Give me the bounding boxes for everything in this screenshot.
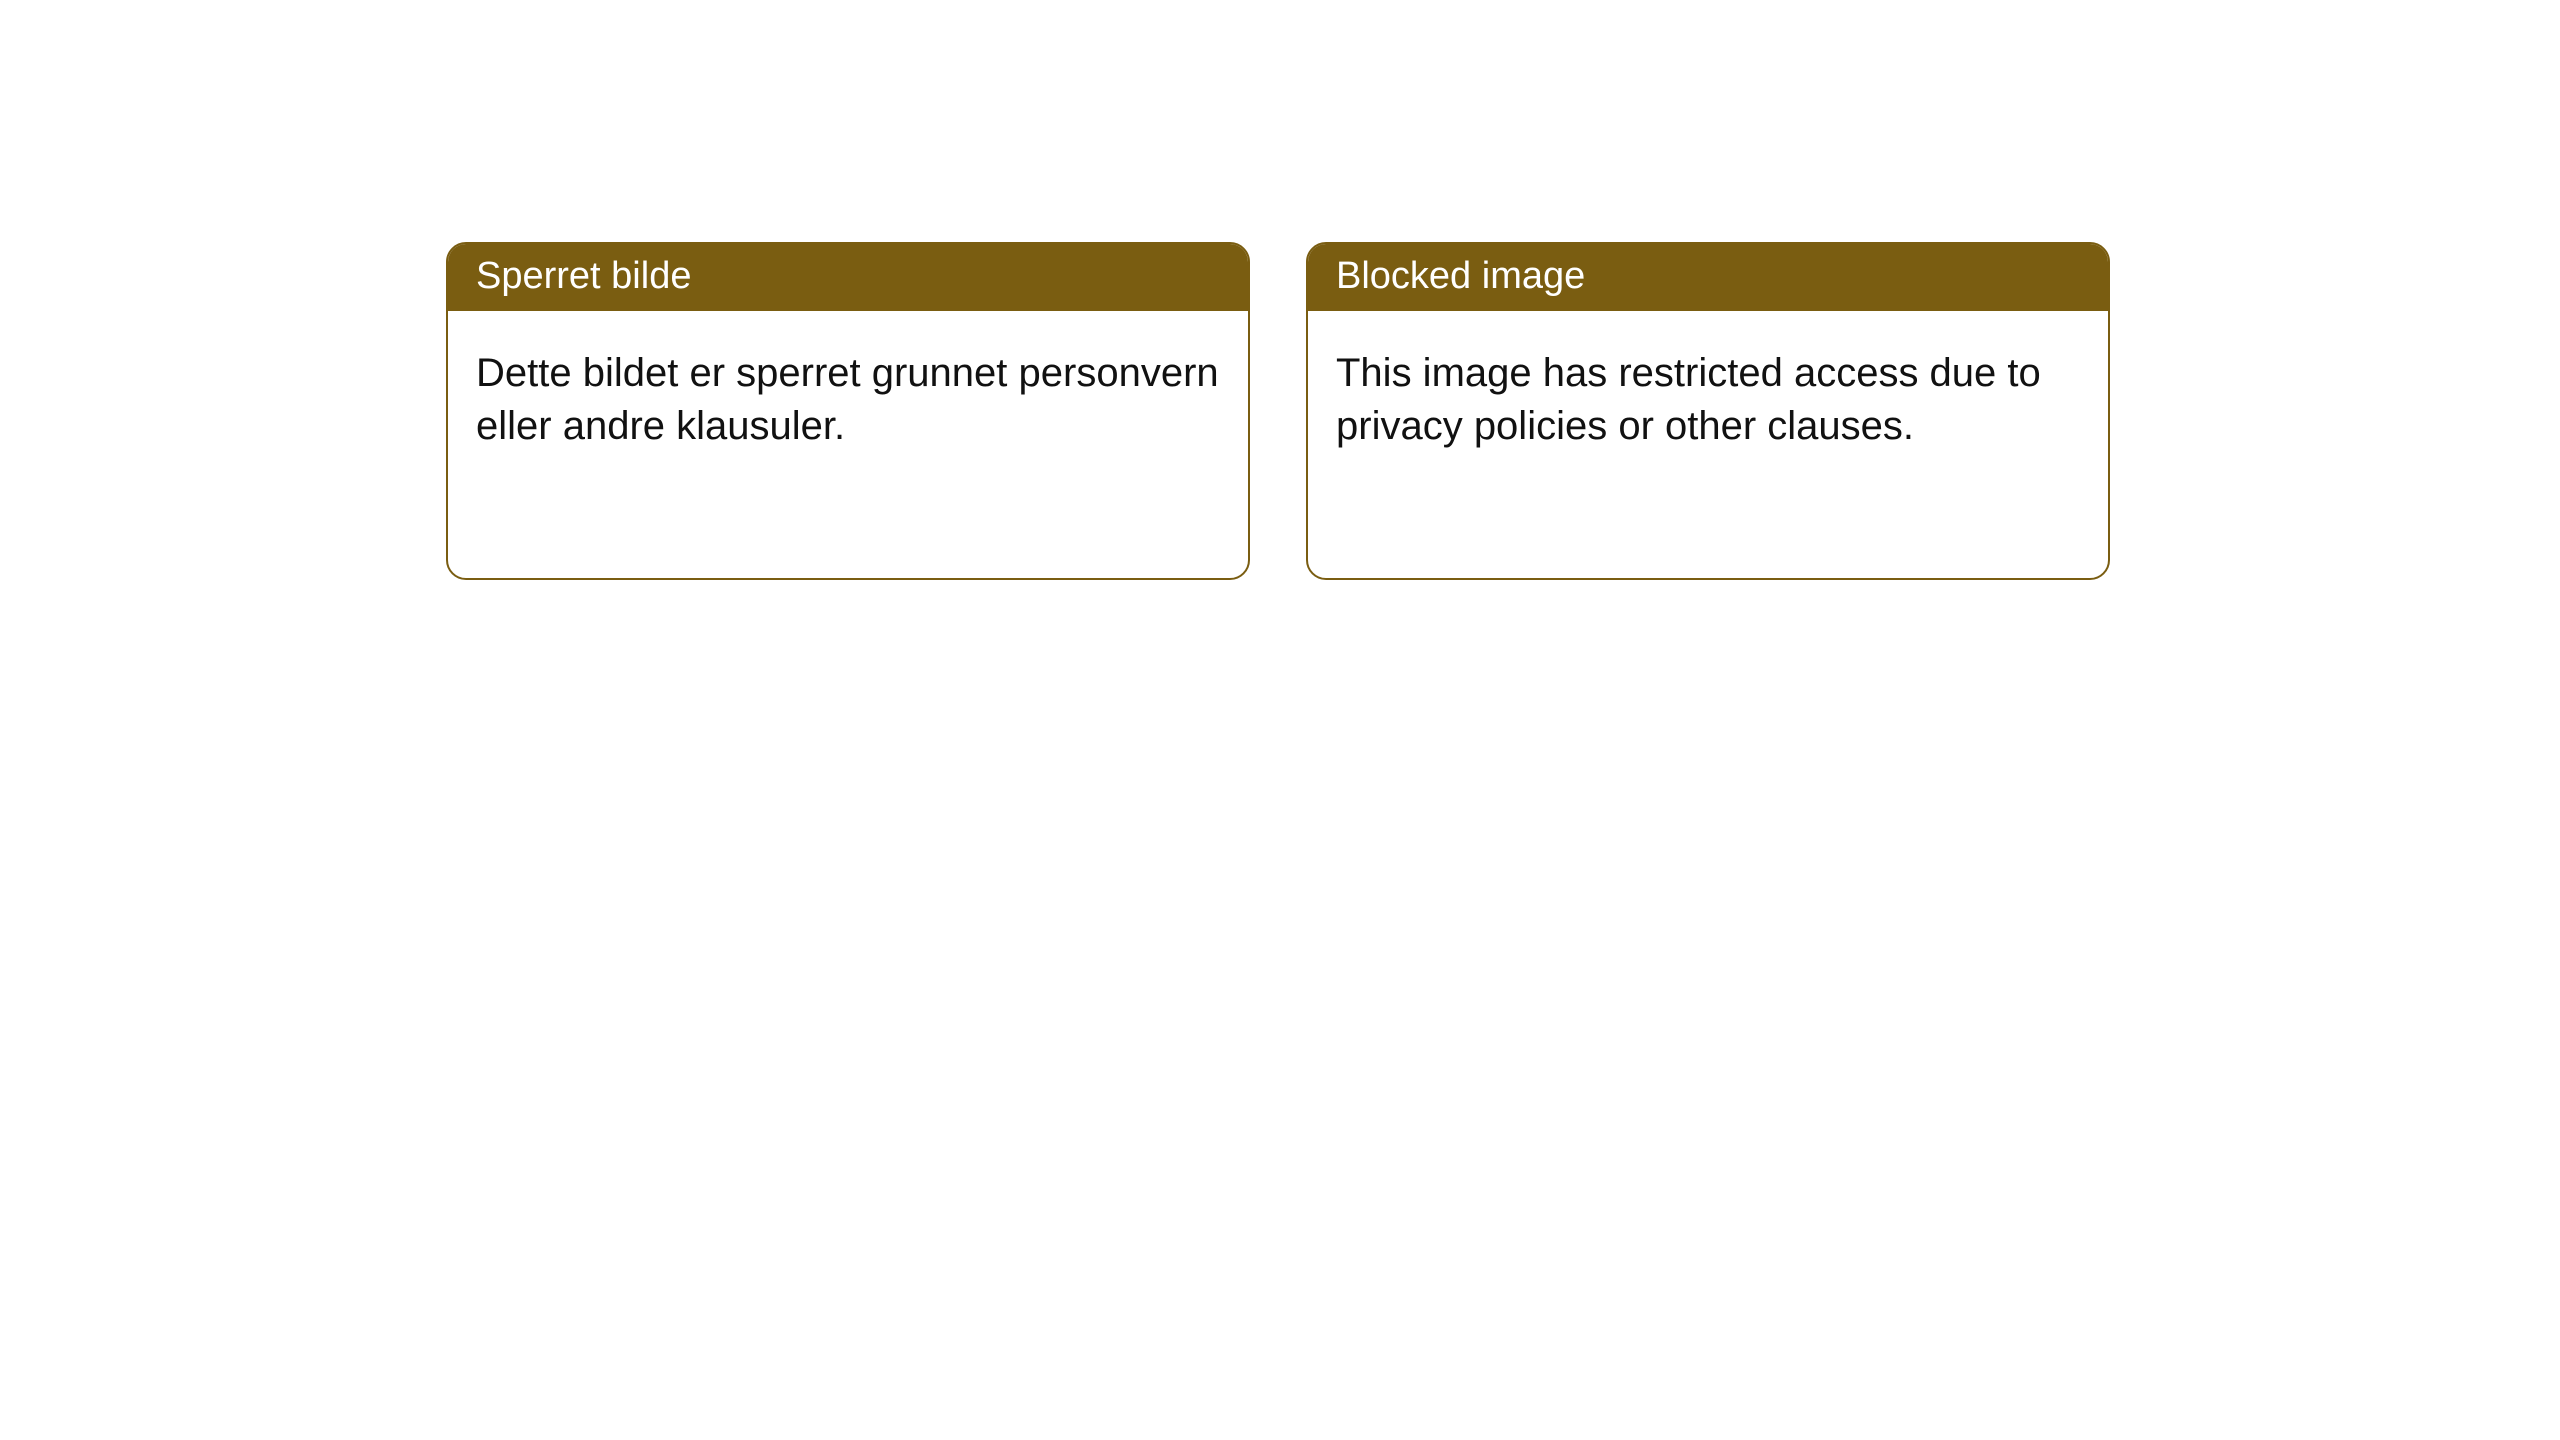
notice-header-left: Sperret bilde: [448, 244, 1248, 311]
notice-body-right: This image has restricted access due to …: [1308, 311, 2108, 489]
notice-body-left: Dette bildet er sperret grunnet personve…: [448, 311, 1248, 489]
notice-card-right: Blocked image This image has restricted …: [1306, 242, 2110, 580]
notice-card-left: Sperret bilde Dette bildet er sperret gr…: [446, 242, 1250, 580]
notice-container: Sperret bilde Dette bildet er sperret gr…: [0, 0, 2560, 580]
notice-header-right: Blocked image: [1308, 244, 2108, 311]
